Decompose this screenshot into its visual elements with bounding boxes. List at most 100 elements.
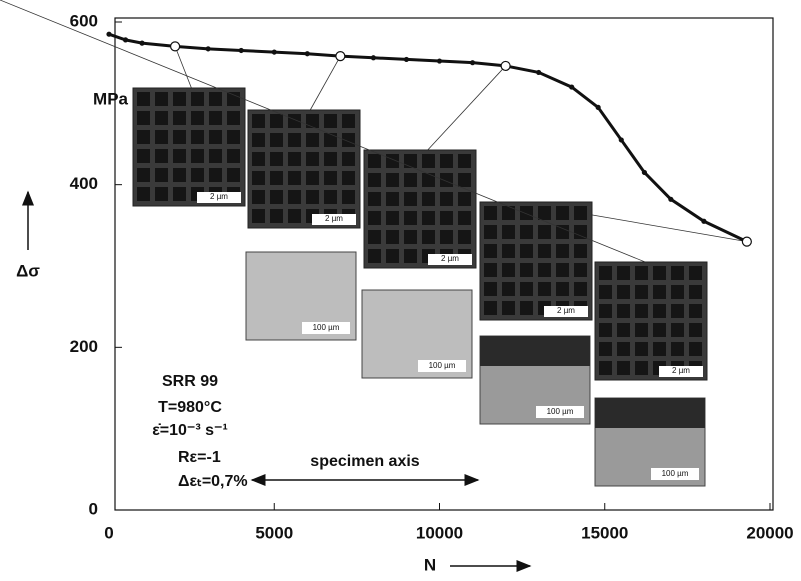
precipitate	[458, 230, 471, 244]
precipitate	[288, 190, 301, 204]
precipitate	[288, 209, 301, 223]
precipitate	[599, 342, 612, 356]
y-axis-label: Δσ	[16, 261, 40, 280]
precipitate	[440, 154, 453, 168]
point	[403, 56, 410, 63]
x-tick-label: 20000	[746, 523, 793, 542]
insets: 2 µm 2 µm 2 µm 2 µm 2 µm 100 µm 100 µm 100 µm 10…	[0, 0, 747, 487]
curve	[108, 32, 748, 243]
annotation: specimen axis	[310, 453, 420, 470]
precipitate	[556, 206, 569, 220]
precipitate	[368, 154, 381, 168]
precipitate	[386, 230, 399, 244]
scale-label: 2 µm	[441, 254, 459, 263]
precipitate	[635, 304, 648, 318]
annotation: Rε=-1	[178, 449, 221, 466]
precipitate	[556, 263, 569, 277]
precipitate	[599, 285, 612, 299]
precipitate	[288, 133, 301, 147]
point	[139, 40, 145, 46]
scale-box	[536, 406, 584, 418]
precipitate	[173, 149, 186, 163]
precipitate	[502, 206, 515, 220]
precipitate	[484, 301, 497, 315]
precipitate	[574, 282, 587, 296]
x-tick-label: 0	[104, 523, 113, 542]
plot-frame	[114, 17, 774, 511]
annotation: Δεₜ=0,7%	[178, 473, 248, 490]
precipitate	[137, 111, 150, 125]
precipitate	[484, 263, 497, 277]
scale-box	[197, 192, 241, 203]
precipitate	[502, 244, 515, 258]
precipitate	[209, 130, 222, 144]
point	[436, 58, 443, 64]
precipitate	[227, 111, 240, 125]
micrograph	[479, 201, 593, 321]
precipitate	[520, 206, 533, 220]
precipitate	[252, 133, 265, 147]
point	[469, 60, 476, 66]
point	[370, 55, 376, 61]
scale-box	[418, 360, 466, 372]
precipitate	[155, 168, 168, 182]
precipitate	[458, 154, 471, 168]
precipitate	[404, 230, 417, 244]
precipitate	[617, 304, 630, 318]
precipitate	[458, 173, 471, 187]
precipitate	[270, 209, 283, 223]
precipitate	[155, 92, 168, 106]
precipitate	[270, 152, 283, 166]
point	[595, 104, 601, 111]
precipitate	[324, 152, 337, 166]
point	[271, 49, 277, 55]
precipitate	[635, 361, 648, 375]
micrograph	[132, 87, 246, 207]
precipitate	[404, 192, 417, 206]
marked-point	[500, 60, 511, 72]
precipitate	[306, 133, 319, 147]
precipitate	[520, 244, 533, 258]
micrograph	[247, 109, 361, 229]
y-tick-label: 0	[89, 499, 98, 518]
point	[122, 37, 129, 43]
precipitate	[538, 263, 551, 277]
precipitate	[306, 152, 319, 166]
precipitate	[191, 168, 204, 182]
x-tick-label: 5000	[255, 523, 293, 542]
leader-line	[307, 55, 341, 115]
precipitate	[484, 225, 497, 239]
annotation: T=980°C	[158, 399, 222, 416]
scale-label: 100 µm	[313, 323, 340, 332]
precipitate	[635, 323, 648, 337]
precipitate	[306, 190, 319, 204]
precipitate	[386, 211, 399, 225]
marked-point	[170, 41, 181, 52]
precipitate	[599, 304, 612, 318]
precipitate	[173, 111, 186, 125]
precipitate	[689, 323, 702, 337]
precipitate	[653, 342, 666, 356]
precipitate	[502, 301, 515, 315]
oxide-layer	[480, 336, 590, 366]
precipitate	[155, 149, 168, 163]
leader-line	[423, 65, 506, 155]
precipitate	[689, 285, 702, 299]
point	[205, 46, 211, 52]
precipitate	[671, 266, 684, 280]
precipitate	[458, 211, 471, 225]
scale-label: 100 µm	[547, 407, 574, 416]
scale-box	[312, 214, 356, 225]
precipitate	[458, 192, 471, 206]
precipitate	[635, 266, 648, 280]
precipitate	[368, 249, 381, 263]
precipitate	[556, 244, 569, 258]
precipitate	[386, 249, 399, 263]
precipitate	[252, 171, 265, 185]
precipitate	[422, 230, 435, 244]
precipitate	[538, 244, 551, 258]
precipitate	[368, 173, 381, 187]
precipitate	[252, 152, 265, 166]
precipitate	[635, 285, 648, 299]
precipitate	[556, 225, 569, 239]
